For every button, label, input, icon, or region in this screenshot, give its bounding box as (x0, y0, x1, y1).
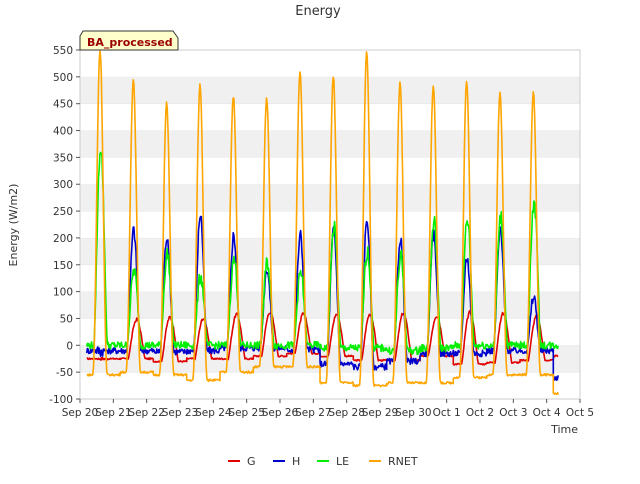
grid-band (80, 130, 580, 158)
x-tick-label: Sep 29 (362, 407, 399, 419)
x-tick-label: Sep 20 (62, 407, 99, 419)
legend: G H LE RNET (228, 455, 418, 468)
y-tick-label: 200 (53, 233, 73, 245)
y-tick-label: 100 (53, 287, 73, 299)
y-tick-label: 300 (53, 179, 73, 191)
plot-frame (79, 49, 581, 400)
y-tick-label: 350 (53, 152, 73, 164)
x-tick-label: Sep 21 (95, 407, 132, 419)
legend-label-rnet: RNET (388, 455, 418, 468)
x-tick-label: Sep 24 (195, 407, 232, 419)
series-line-le (85, 151, 559, 356)
y-axis-label: Energy (W/m2) (7, 184, 20, 267)
y-tick-label: 50 (60, 313, 73, 325)
y-tick-label: 400 (53, 126, 73, 138)
grid-band (80, 103, 580, 131)
grid-band (80, 50, 580, 77)
x-axis-label: Time (550, 423, 578, 436)
grid-band (80, 76, 580, 104)
x-tick-label: Sep 23 (162, 407, 199, 419)
badge: BA_processed (79, 30, 179, 51)
x-tick-label: Sep 28 (328, 407, 365, 419)
series-line-rnet (86, 50, 559, 395)
grid-band (80, 372, 580, 399)
x-tick-label: Sep 27 (295, 407, 332, 419)
chart-title: Energy (295, 4, 341, 19)
x-tick-label: Oct 4 (533, 407, 561, 419)
series-line-g (86, 309, 559, 366)
y-tick-label: 150 (53, 260, 73, 272)
y-tick-label: 550 (53, 45, 73, 57)
x-tick-label: Oct 5 (566, 407, 594, 419)
y-axis: -100 -50 0 50 100 150 200 250 300 350 400 450 500 550 (49, 45, 80, 406)
badge-label: BA_processed (87, 36, 173, 49)
y-tick-label: -50 (56, 367, 73, 379)
x-tick-label: Sep 22 (128, 407, 165, 419)
legend-label-g: G (247, 455, 256, 468)
y-tick-label: 250 (53, 206, 73, 218)
y-tick-label: 450 (53, 99, 73, 111)
x-tick-label: Oct 3 (499, 407, 527, 419)
x-tick-label: Sep 30 (395, 407, 432, 419)
series-layer (85, 50, 559, 395)
series-line-h (85, 215, 559, 381)
x-tick-label: Sep 26 (262, 407, 299, 419)
badge-box (79, 30, 179, 51)
legend-label-le: LE (336, 455, 349, 468)
legend-label-h: H (292, 455, 300, 468)
y-tick-label: 0 (66, 340, 73, 352)
y-tick-label: 500 (53, 72, 73, 84)
x-tick-label: Oct 1 (433, 407, 461, 419)
y-tick-label: -100 (49, 394, 73, 406)
x-tick-label: Oct 2 (466, 407, 494, 419)
x-tick-label: Sep 25 (228, 407, 265, 419)
